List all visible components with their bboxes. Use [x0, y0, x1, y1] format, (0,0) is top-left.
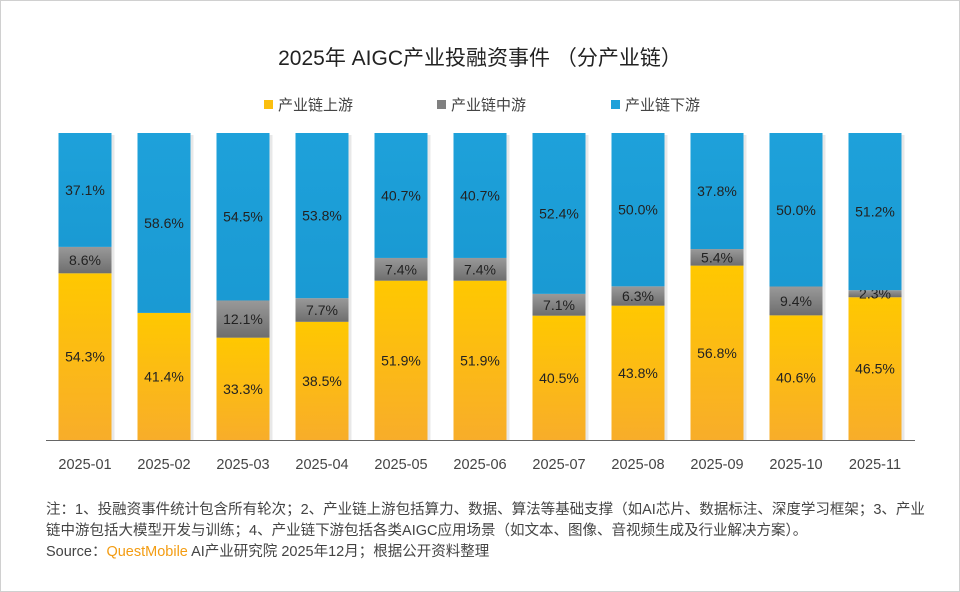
x-tick-label: 2025-03 — [216, 457, 269, 473]
data-label: 58.6% — [144, 215, 184, 231]
data-label: 54.3% — [65, 349, 105, 365]
x-tick-label: 2025-08 — [611, 457, 664, 473]
bar-downstream — [611, 133, 665, 287]
x-tick-label: 2025-11 — [849, 457, 901, 473]
legend-swatch — [437, 100, 446, 109]
data-label: 50.0% — [776, 202, 816, 218]
bar-downstream — [848, 133, 902, 291]
data-label: 37.8% — [697, 183, 737, 199]
bar-midstream — [295, 298, 349, 322]
x-tick-label: 2025-05 — [374, 457, 427, 473]
data-label: 56.8% — [697, 345, 737, 361]
legend-swatch — [264, 100, 273, 109]
bar-downstream — [295, 133, 349, 299]
bar-downstream — [769, 133, 823, 287]
bar-downstream — [137, 133, 191, 313]
bar-midstream — [611, 286, 665, 306]
x-tick-label: 2025-02 — [137, 457, 190, 473]
data-label: 38.5% — [302, 373, 342, 389]
data-label: 40.5% — [539, 370, 579, 386]
bar-midstream — [848, 290, 902, 298]
data-label: 7.7% — [306, 302, 338, 318]
legend: 产业链上游 产业链中游 产业链下游 — [0, 94, 960, 114]
data-label: 7.1% — [543, 297, 575, 313]
data-label: 6.3% — [622, 288, 654, 304]
bar-downstream — [453, 133, 507, 258]
x-tick-label: 2025-10 — [769, 457, 822, 473]
data-label: 33.3% — [223, 381, 263, 397]
bar-upstream — [690, 265, 744, 440]
x-tick-label: 2025-01 — [58, 457, 111, 473]
data-label: 40.7% — [381, 187, 421, 203]
chart-title: 2025年 AIGC产业投融资事件 （分产业链） — [278, 47, 682, 70]
bar-downstream — [690, 133, 744, 250]
data-label: 5.4% — [701, 249, 733, 265]
bar-upstream — [453, 280, 507, 440]
source-brand: QuestMobile — [106, 544, 188, 560]
source-line: Source：QuestMobile AI产业研究院 2025年12月；根据公开… — [46, 542, 926, 563]
bar-upstream — [295, 321, 349, 440]
data-label: 37.1% — [65, 182, 105, 198]
x-tick-label: 2025-07 — [532, 457, 585, 473]
legend-label: 产业链上游 — [278, 97, 354, 114]
bar-midstream — [374, 257, 428, 281]
data-label: 54.5% — [223, 209, 263, 225]
bar-upstream — [58, 273, 112, 440]
footnote-text: 注：1、投融资事件统计包含所有轮次；2、产业链上游包括算力、数据、算法等基础支撑… — [46, 502, 925, 539]
data-label: 40.6% — [776, 370, 816, 386]
bar-downstream — [216, 133, 270, 301]
data-label: 52.4% — [539, 205, 579, 221]
bar-downstream — [532, 133, 586, 294]
legend-label: 产业链中游 — [451, 97, 527, 114]
data-label: 7.4% — [464, 261, 496, 277]
bar-upstream — [848, 297, 902, 440]
data-label: 46.5% — [855, 361, 895, 377]
data-label: 51.2% — [855, 204, 895, 220]
legend-label: 产业链下游 — [625, 97, 701, 114]
bar-midstream — [58, 246, 112, 274]
legend-upstream: 产业链上游 — [264, 94, 353, 115]
data-label: 12.1% — [223, 311, 263, 327]
footnote: 注：1、投融资事件统计包含所有轮次；2、产业链上游包括算力、数据、算法等基础支撑… — [46, 500, 926, 563]
x-tick-label: 2025-04 — [295, 457, 348, 473]
bar-midstream — [216, 300, 270, 338]
legend-midstream: 产业链中游 — [437, 94, 526, 115]
bar-midstream — [532, 293, 586, 316]
bar-downstream — [58, 133, 112, 247]
data-label: 40.7% — [460, 187, 500, 203]
data-label: 51.9% — [460, 352, 500, 368]
bar-upstream — [137, 312, 191, 440]
bar-midstream — [453, 257, 507, 281]
bar-upstream — [374, 280, 428, 440]
bar-downstream — [374, 133, 428, 258]
source-label: Source： — [46, 544, 107, 560]
data-label: 50.0% — [618, 202, 658, 218]
data-label: 41.4% — [144, 368, 184, 384]
bar-upstream — [532, 315, 586, 440]
bar-upstream — [216, 337, 270, 440]
data-label: 9.4% — [780, 293, 812, 309]
source-text: AI产业研究院 2025年12月；根据公开资料整理 — [187, 544, 490, 560]
bar-upstream — [769, 315, 823, 440]
x-tick-label: 2025-09 — [690, 457, 743, 473]
data-label: 43.8% — [618, 365, 658, 381]
x-tick-label: 2025-06 — [453, 457, 506, 473]
bar-midstream — [769, 286, 823, 316]
data-label: 7.4% — [385, 261, 417, 277]
legend-swatch — [611, 100, 620, 109]
data-label: 8.6% — [69, 252, 101, 268]
bar-midstream — [690, 249, 744, 266]
data-label: 51.9% — [381, 352, 421, 368]
data-label: 53.8% — [302, 208, 342, 224]
bar-upstream — [611, 305, 665, 440]
legend-downstream: 产业链下游 — [611, 94, 700, 115]
